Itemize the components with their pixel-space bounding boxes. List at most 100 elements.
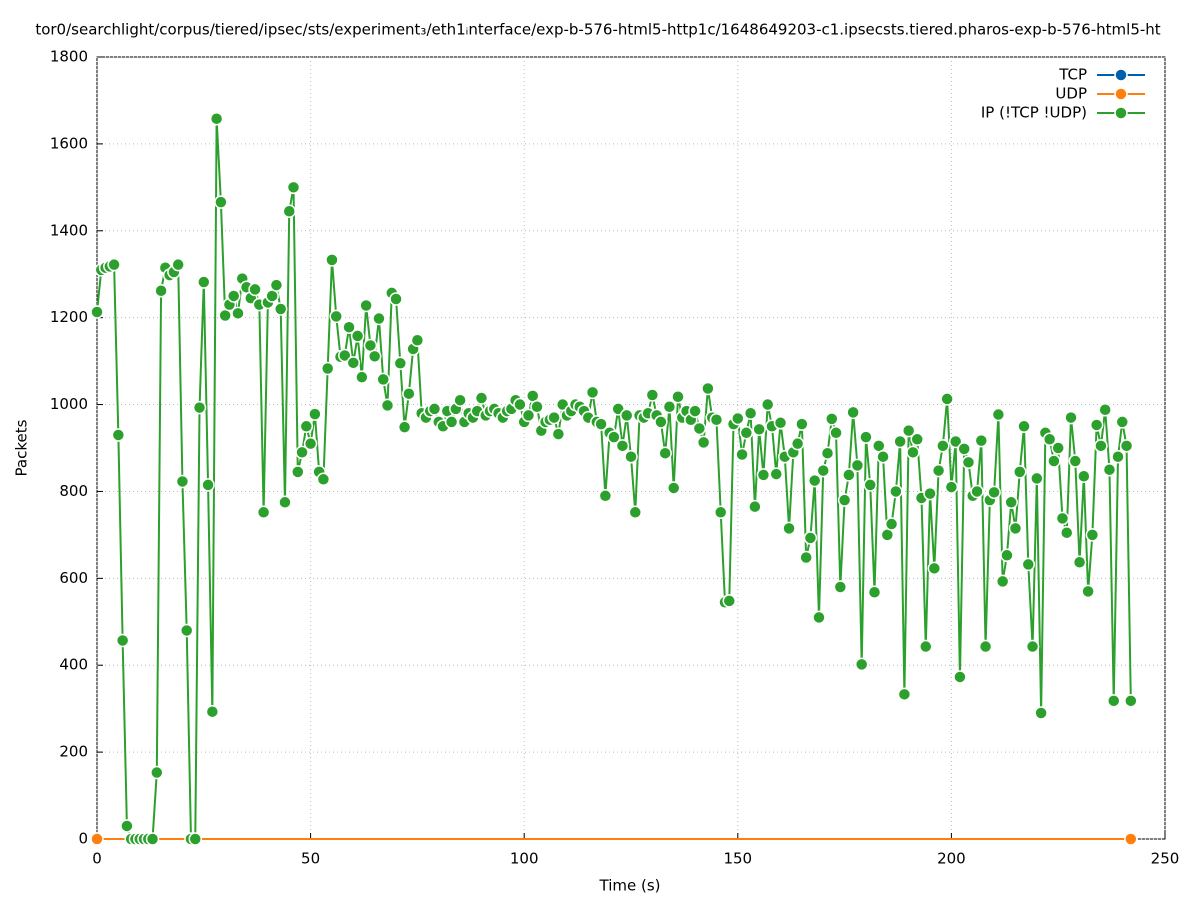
data-point: [346, 356, 361, 370]
data-point: [820, 446, 835, 460]
data-point: [402, 386, 416, 401]
data-point: [1106, 694, 1121, 708]
data-point: [594, 417, 608, 431]
data-point: [709, 413, 724, 427]
data-point: [790, 436, 805, 451]
y-tick-label: 1200: [50, 308, 88, 326]
data-point: [291, 465, 305, 479]
data-point: [867, 585, 882, 599]
data-point: [876, 449, 890, 464]
data-point: [256, 505, 271, 520]
data-point: [607, 430, 621, 444]
y-tick-label: 800: [59, 482, 88, 500]
data-point: [1000, 548, 1014, 563]
data-point: [850, 458, 865, 473]
data-point: [1094, 439, 1108, 453]
data-point: [1102, 462, 1117, 477]
data-point: [931, 463, 946, 478]
data-point: [662, 399, 677, 414]
data-point: [197, 275, 211, 289]
data-point: [444, 415, 459, 429]
data-point: [107, 257, 121, 272]
data-point: [748, 499, 762, 514]
data-point: [692, 421, 707, 436]
data-point: [645, 388, 660, 402]
data-point: [551, 427, 566, 441]
data-point: [961, 455, 976, 470]
data-point: [743, 406, 758, 420]
data-point: [585, 385, 600, 400]
y-tick-label: 1400: [50, 221, 88, 239]
data-point: [923, 486, 937, 501]
data-point: [1064, 410, 1078, 425]
data-point: [380, 398, 395, 413]
data-point: [303, 436, 318, 451]
data-point: [953, 670, 967, 684]
data-point: [957, 442, 971, 456]
data-point: [666, 481, 681, 495]
legend-marker: [1114, 68, 1128, 82]
data-point: [367, 349, 382, 364]
series-line: [96, 118, 1132, 840]
data-point: [1004, 495, 1018, 510]
data-point: [1068, 454, 1083, 468]
data-point: [1077, 469, 1091, 483]
data-point: [1085, 528, 1100, 542]
data-point: [192, 400, 207, 415]
data-point: [658, 446, 672, 460]
x-tick-label: 150: [723, 850, 752, 868]
data-point: [410, 333, 425, 348]
legend-label: IP (!TCP !UDP): [981, 104, 1087, 122]
data-point: [1008, 521, 1023, 536]
data-point: [619, 408, 634, 423]
data-point: [1013, 465, 1027, 479]
data-point: [735, 447, 749, 462]
data-point: [209, 111, 224, 126]
chart-title: tor0/searchlight/corpus/tiered/ipsec/sts…: [35, 21, 1160, 39]
data-point: [325, 253, 339, 267]
data-point: [688, 404, 702, 418]
data-point: [803, 531, 818, 545]
legend-marker: [1114, 87, 1128, 101]
data-point: [214, 195, 228, 209]
data-point: [816, 463, 830, 478]
data-point: [773, 416, 788, 430]
data-point: [795, 417, 809, 431]
data-point: [329, 309, 343, 324]
legend-label: UDP: [1055, 85, 1087, 103]
data-point: [308, 407, 322, 421]
data-point: [948, 434, 963, 449]
data-point: [188, 832, 203, 846]
data-point: [628, 505, 643, 520]
data-point: [474, 391, 489, 405]
data-point: [1089, 418, 1104, 432]
data-point: [521, 408, 536, 423]
data-point: [974, 433, 989, 448]
data-point: [175, 474, 190, 489]
data-point: [760, 397, 775, 412]
data-point: [1059, 525, 1074, 540]
data-point: [1098, 403, 1112, 417]
data-point: [1042, 432, 1057, 447]
data-point: [1072, 555, 1087, 570]
data-point: [453, 393, 467, 407]
data-point: [799, 550, 813, 565]
data-point: [910, 432, 924, 447]
y-tick-label: 1600: [50, 134, 88, 152]
data-point: [1124, 694, 1138, 708]
data-point: [769, 467, 783, 481]
data-point: [701, 381, 715, 396]
data-point: [936, 439, 950, 453]
data-point: [919, 639, 933, 654]
data-point: [722, 594, 737, 608]
data-point: [338, 348, 352, 363]
x-axis-label: Time (s): [599, 877, 661, 895]
data-point: [530, 399, 544, 414]
data-point: [829, 426, 843, 440]
data-point: [846, 405, 860, 420]
data-point: [269, 278, 284, 292]
data-point: [286, 180, 301, 195]
data-point: [1124, 832, 1138, 846]
data-point: [389, 292, 403, 306]
data-point: [978, 639, 993, 654]
